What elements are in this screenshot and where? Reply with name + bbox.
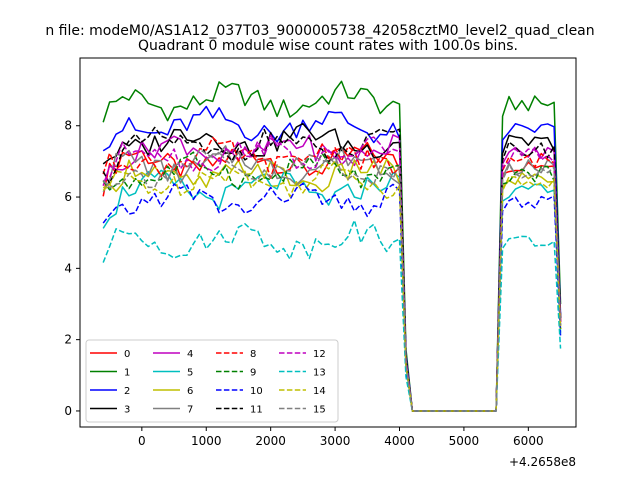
legend-label-3: 3 — [124, 405, 130, 416]
x-axis-ticks: 0 1000 2000 3000 4000 5000 6000 — [138, 427, 544, 448]
x-tick-label: 1000 — [191, 434, 222, 448]
series-line-13 — [102, 219, 562, 412]
x-tick-label: 2000 — [255, 434, 286, 448]
x-offset-label: +4.2658e8 — [509, 455, 576, 469]
y-tick-label: 6 — [64, 190, 72, 204]
series-line-15 — [102, 148, 562, 412]
series-layer — [102, 80, 562, 412]
y-tick-label: 8 — [64, 119, 72, 133]
legend-label-11: 11 — [250, 405, 263, 416]
legend-label-12: 12 — [313, 349, 326, 360]
x-tick-label: 0 — [138, 434, 146, 448]
legend-label-1: 1 — [124, 368, 130, 379]
legend-label-5: 5 — [187, 368, 193, 379]
legend-label-13: 13 — [313, 368, 326, 379]
legend-label-9: 9 — [250, 368, 256, 379]
x-tick-label: 4000 — [384, 434, 415, 448]
legend-label-10: 10 — [250, 386, 263, 397]
y-axis-ticks: 0 2 4 6 8 — [64, 119, 80, 418]
legend-label-0: 0 — [124, 349, 130, 360]
chart-title: Quadrant 0 module wise count rates with … — [138, 38, 518, 54]
series-line-12 — [102, 136, 562, 412]
y-tick-label: 2 — [64, 333, 72, 347]
series-line-14 — [102, 160, 562, 412]
x-tick-label: 3000 — [320, 434, 351, 448]
x-tick-label: 6000 — [513, 434, 544, 448]
legend-label-4: 4 — [187, 349, 193, 360]
plot-area: 0 1000 2000 3000 4000 5000 6000 0 2 4 6 8 +4.2658e… — [64, 57, 577, 469]
legend-frame — [85, 339, 339, 423]
figure-suptitle: n file: modeM0/AS1A12_037T03_9000005738_… — [45, 23, 594, 39]
legend-label-7: 7 — [187, 405, 193, 416]
legend-label-2: 2 — [124, 386, 130, 397]
series-line-10 — [102, 182, 562, 412]
legend-label-8: 8 — [250, 349, 256, 360]
legend-label-15: 15 — [313, 405, 326, 416]
series-line-9 — [102, 151, 562, 412]
legend-label-6: 6 — [187, 386, 193, 397]
y-tick-label: 0 — [64, 404, 72, 418]
axes-frame — [79, 57, 577, 428]
legend-label-14: 14 — [313, 386, 326, 397]
x-tick-label: 5000 — [449, 434, 480, 448]
y-tick-label: 4 — [64, 261, 72, 275]
